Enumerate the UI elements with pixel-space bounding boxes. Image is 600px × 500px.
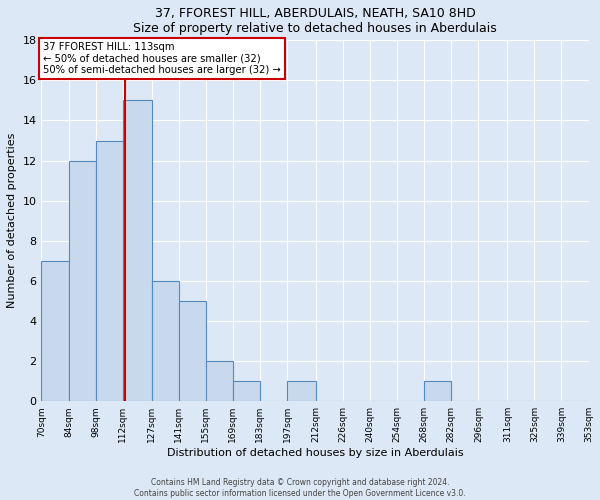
Bar — [95, 140, 122, 402]
Bar — [424, 381, 451, 402]
Bar — [122, 100, 152, 402]
Bar — [206, 361, 233, 402]
Text: 37 FFOREST HILL: 113sqm
← 50% of detached houses are smaller (32)
50% of semi-de: 37 FFOREST HILL: 113sqm ← 50% of detache… — [43, 42, 281, 76]
Bar — [233, 381, 260, 402]
Bar — [68, 160, 95, 402]
Bar — [179, 301, 206, 402]
Y-axis label: Number of detached properties: Number of detached properties — [7, 133, 17, 308]
X-axis label: Distribution of detached houses by size in Aberdulais: Distribution of detached houses by size … — [167, 448, 463, 458]
Bar — [287, 381, 316, 402]
Bar — [41, 261, 68, 402]
Title: 37, FFOREST HILL, ABERDULAIS, NEATH, SA10 8HD
Size of property relative to detac: 37, FFOREST HILL, ABERDULAIS, NEATH, SA1… — [133, 7, 497, 35]
Text: Contains HM Land Registry data © Crown copyright and database right 2024.
Contai: Contains HM Land Registry data © Crown c… — [134, 478, 466, 498]
Bar — [152, 281, 179, 402]
